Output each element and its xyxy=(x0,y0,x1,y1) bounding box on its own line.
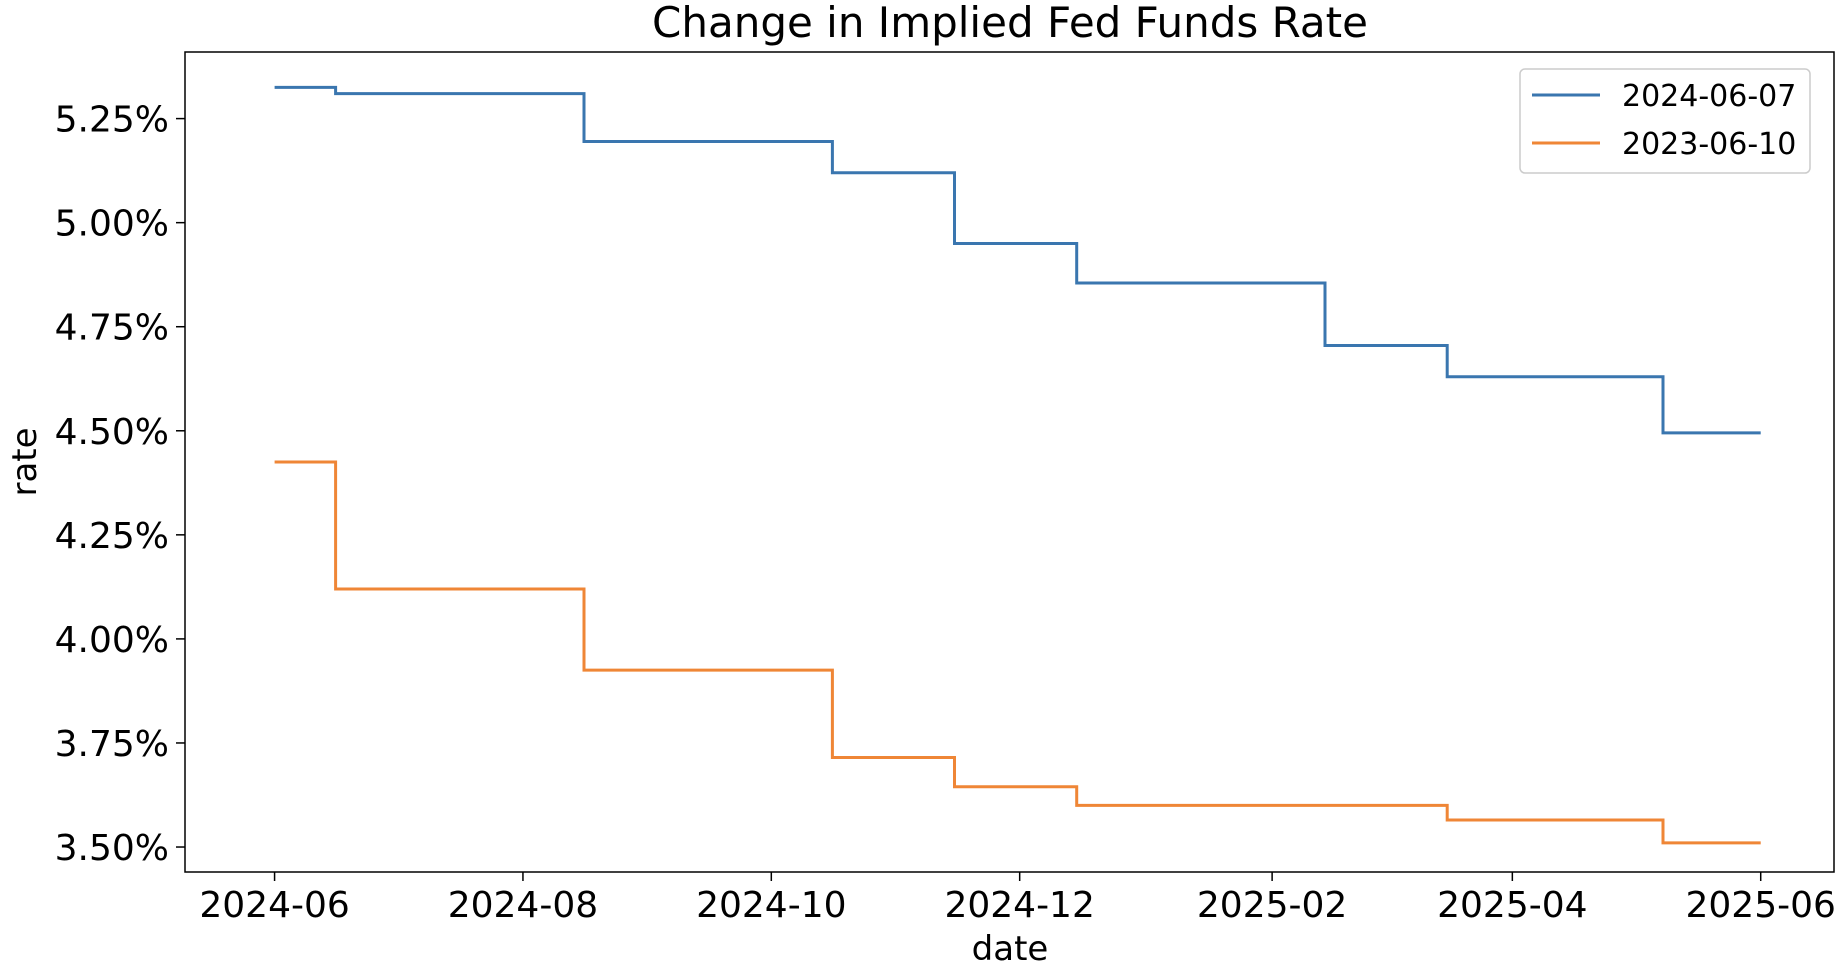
x-tick-label: 2025-04 xyxy=(1437,885,1587,926)
legend-label-series-2: 2023-06-10 xyxy=(1622,127,1796,162)
y-tick-label: 4.75% xyxy=(55,308,169,349)
x-tick-label: 2025-06 xyxy=(1686,885,1836,926)
y-tick-label: 4.25% xyxy=(55,516,169,557)
x-tick-label: 2025-02 xyxy=(1197,885,1347,926)
y-axis-label: rate xyxy=(5,427,45,496)
y-tick-label: 4.50% xyxy=(55,412,169,453)
x-tick-label: 2024-08 xyxy=(448,885,598,926)
y-axis: 3.50% 3.75% 4.00% 4.25% 4.50% 4.75% 5.00% 5.25% xyxy=(55,100,185,869)
chart-title: Change in Implied Fed Funds Rate xyxy=(652,0,1368,47)
y-tick-label: 3.75% xyxy=(55,724,169,765)
x-axis: 2024-06 2024-08 2024-10 2024-12 2025-02 2025-… xyxy=(199,872,1836,926)
y-tick-label: 5.00% xyxy=(55,204,169,245)
y-tick-label: 3.50% xyxy=(55,828,169,869)
y-tick-label: 5.25% xyxy=(55,100,169,141)
x-tick-label: 2024-10 xyxy=(696,885,846,926)
legend-label-series-1: 2024-06-07 xyxy=(1622,79,1796,114)
x-axis-label: date xyxy=(972,929,1049,969)
series-layer xyxy=(274,85,1761,845)
plot-area xyxy=(184,51,1835,873)
legend: 2024-06-07 2023-06-10 xyxy=(1519,68,1811,174)
series-line-2 xyxy=(274,460,1761,845)
x-tick-label: 2024-12 xyxy=(944,885,1094,926)
x-tick-label: 2024-06 xyxy=(199,885,349,926)
y-tick-label: 4.00% xyxy=(55,620,169,661)
series-line-1 xyxy=(274,85,1761,435)
